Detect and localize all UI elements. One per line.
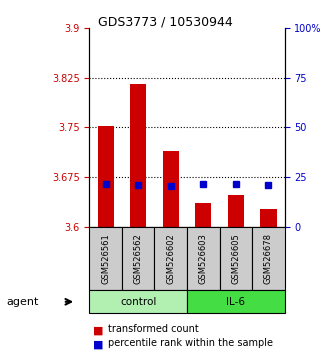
Bar — [195, 204, 212, 227]
Bar — [252, 227, 285, 290]
Text: agent: agent — [7, 297, 39, 307]
Text: GSM526603: GSM526603 — [199, 233, 208, 284]
Text: control: control — [120, 297, 156, 307]
Bar — [163, 150, 179, 227]
Bar — [98, 126, 114, 227]
Bar — [155, 227, 187, 290]
Bar — [187, 227, 219, 290]
Bar — [89, 227, 122, 290]
Bar — [122, 227, 155, 290]
Text: GSM526562: GSM526562 — [134, 233, 143, 284]
Text: GSM526605: GSM526605 — [231, 233, 240, 284]
Text: GSM526678: GSM526678 — [264, 233, 273, 284]
Text: IL-6: IL-6 — [226, 297, 245, 307]
Text: percentile rank within the sample: percentile rank within the sample — [108, 338, 272, 348]
Bar — [187, 290, 285, 313]
Bar — [130, 85, 146, 227]
Text: ■: ■ — [93, 326, 103, 336]
Bar — [260, 209, 276, 227]
Text: GSM526602: GSM526602 — [166, 233, 175, 284]
Text: GSM526561: GSM526561 — [101, 233, 110, 284]
Bar — [228, 195, 244, 227]
Bar — [89, 290, 187, 313]
Text: GDS3773 / 10530944: GDS3773 / 10530944 — [98, 16, 233, 29]
Text: ■: ■ — [93, 340, 103, 350]
Text: transformed count: transformed count — [108, 324, 198, 334]
Bar — [219, 227, 252, 290]
